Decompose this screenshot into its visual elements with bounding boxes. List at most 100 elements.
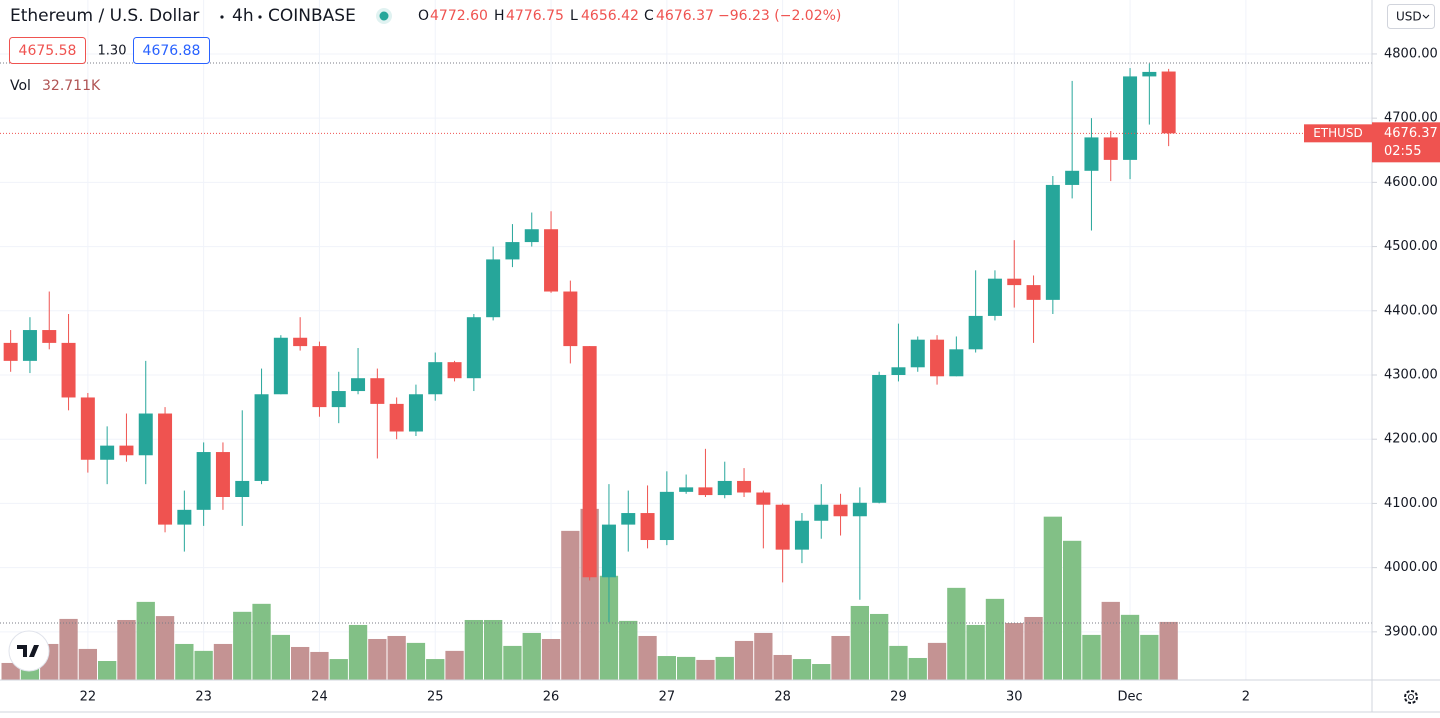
volume-bar [831,635,850,680]
volume-bar [348,624,368,680]
volume-bar [870,613,889,680]
candle-body [698,487,713,496]
volume-bar [966,624,985,680]
volume-bar [484,619,503,680]
volume-bar [619,620,638,680]
candle-body [312,346,327,408]
candle-body [1161,71,1176,134]
candle-body [22,330,37,361]
volume-bar [1024,616,1043,680]
candle-body [158,413,173,525]
volume-bar [812,664,831,680]
candle-body [987,278,1002,316]
volume-bar [734,640,754,680]
candle-body [814,504,829,521]
volume-bar [194,650,213,680]
symbol-tag [1304,124,1372,143]
x-tick-label: 28 [774,690,791,705]
volume-bar [947,587,966,680]
x-tick-label: 27 [659,690,676,705]
exchange: COINBASE [268,6,356,26]
volume-bar [1005,623,1024,680]
volume-bar [503,645,522,680]
volume-bar [78,648,97,680]
candle-body [486,259,501,318]
ohlc-letter: L [570,8,578,24]
candle-body [273,337,288,395]
x-tick-label: 26 [543,690,560,705]
volume-value: 32.711K [42,78,101,94]
dropdown-arrow [1422,14,1430,19]
candle-body [42,330,57,343]
volume-bar [98,661,117,680]
x-tick-label: 23 [195,690,212,705]
candle-body [3,342,18,361]
volume-bar [117,619,136,680]
settings-icon[interactable] [1404,690,1418,704]
candle-layer [3,63,1176,623]
candle-body [61,342,76,398]
volume-bar [1,662,20,680]
candle-body [215,452,230,497]
volume-bar [329,659,348,680]
volume-label: Vol [10,78,31,94]
candle-body [100,445,115,460]
candle-body [659,491,674,541]
volume-bar [1120,614,1140,680]
ohlc-letter: H [494,8,505,24]
volume-bar [1140,634,1159,680]
candle-body [775,504,790,550]
ohlc-value: 4776.75 [506,8,564,24]
candle-body [1084,137,1099,171]
currency: USD [1396,10,1422,24]
interval[interactable]: 4h [232,6,254,26]
candle-body [466,317,481,379]
volume-bar [368,638,387,680]
candle-body [1065,170,1080,185]
x-tick-label: 22 [80,690,97,705]
candle-body [852,502,867,517]
y-tick-label: 4400.00 [1384,303,1438,318]
volume-bar [792,659,812,680]
volume-bar [715,656,734,680]
candle-body [389,403,404,432]
bid-box[interactable] [9,37,86,64]
volume-bar [464,619,483,680]
volume-bar [657,656,676,680]
y-tick-label: 4700.00 [1384,111,1438,126]
candle-body [177,509,192,525]
volume-bar [677,656,696,680]
candle-body [351,378,366,392]
volume-bar [638,635,657,680]
status-dot [379,11,389,21]
volume-bar [213,643,233,680]
x-tick-label: 25 [427,690,444,705]
volume-bar [406,642,426,680]
ask-box[interactable] [133,37,210,64]
volume-bar [599,575,619,680]
currency-button[interactable] [1387,4,1435,29]
separator [258,15,262,19]
y-tick-label: 4200.00 [1384,432,1438,447]
candle-body [968,315,983,350]
x-tick-label: 24 [311,690,328,705]
spread: 1.30 [98,44,127,59]
candle-body [235,480,250,497]
candle-body [794,520,809,550]
candle-body [1103,137,1118,160]
symbol: ETHUSD [1313,126,1363,140]
volume-bar [985,598,1005,680]
candle-body [293,337,308,347]
volume-bar [1101,601,1120,680]
candle-body [119,445,134,456]
logo-mark [17,645,39,657]
separator [220,15,224,19]
volume-bar [310,651,329,680]
settings-icon-center [1408,694,1414,700]
candle-body [408,394,423,432]
ohlc-value: 4676.37 [656,8,714,24]
axes: 3900.00 4000.00 4100.00 4200.00 4300.00 4400.… [80,46,1438,704]
candle-body [544,229,559,292]
y-tick-label: 4100.00 [1384,496,1438,511]
candle-body [582,346,597,578]
